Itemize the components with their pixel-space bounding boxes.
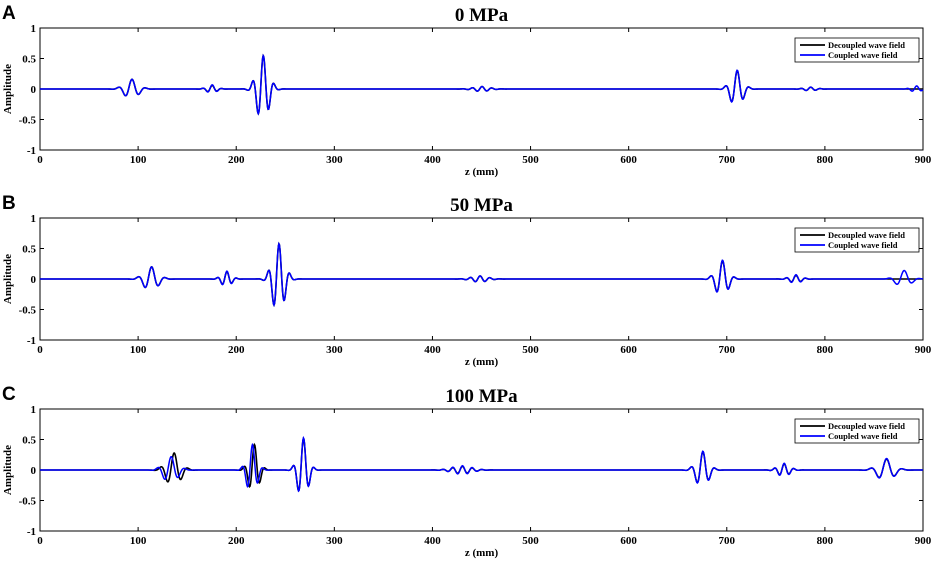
series-line-coupled xyxy=(40,53,924,116)
x-tick-label: 800 xyxy=(817,344,834,356)
x-tick-label: 300 xyxy=(326,154,343,166)
x-tick-label: 600 xyxy=(620,154,637,166)
panel-letter: B xyxy=(2,193,16,214)
x-tick-label: 600 xyxy=(620,535,637,547)
panel-letter: C xyxy=(2,384,16,405)
x-tick-label: 300 xyxy=(326,344,343,356)
x-tick-label: 0 xyxy=(37,344,43,356)
legend-label: Coupled wave field xyxy=(828,431,898,441)
y-axis-label: Amplitude xyxy=(2,64,14,114)
x-tick-label: 700 xyxy=(719,154,736,166)
x-tick-label: 800 xyxy=(817,154,834,166)
legend-label: Coupled wave field xyxy=(828,240,898,250)
x-tick-label: 600 xyxy=(620,344,637,356)
series-line-decoupled xyxy=(40,241,923,308)
x-axis-label: z (mm) xyxy=(465,547,499,559)
y-tick-label: 1 xyxy=(31,404,37,416)
legend-box xyxy=(794,227,920,253)
x-tick-label: 200 xyxy=(228,154,245,166)
x-tick-label: 300 xyxy=(326,535,343,547)
y-tick-label: 0.5 xyxy=(22,54,36,66)
x-tick-label: 400 xyxy=(424,344,441,356)
x-tick-label: 900 xyxy=(915,344,932,356)
y-axis-label: Amplitude xyxy=(2,254,14,304)
x-tick-label: 100 xyxy=(130,154,147,166)
y-tick-label: 1 xyxy=(31,213,37,225)
y-tick-label: 0 xyxy=(31,465,37,477)
legend-label: Decoupled wave field xyxy=(828,421,905,431)
y-tick-label: -1 xyxy=(27,526,36,538)
y-tick-label: -1 xyxy=(27,145,36,157)
y-tick-label: -0.5 xyxy=(19,305,37,317)
y-tick-label: -1 xyxy=(27,335,36,347)
x-axis-label: z (mm) xyxy=(465,166,499,178)
legend-label: Decoupled wave field xyxy=(828,230,905,240)
x-tick-label: 500 xyxy=(522,154,539,166)
y-tick-label: -0.5 xyxy=(19,115,37,127)
y-tick-label: -0.5 xyxy=(19,496,37,508)
x-tick-label: 0 xyxy=(37,154,43,166)
x-tick-label: 100 xyxy=(130,344,147,356)
x-tick-label: 100 xyxy=(130,535,147,547)
panel-title: 0 MPa xyxy=(455,5,509,26)
y-tick-label: 1 xyxy=(31,23,37,35)
x-tick-label: 200 xyxy=(228,344,245,356)
legend-label: Coupled wave field xyxy=(828,50,898,60)
x-tick-label: 700 xyxy=(719,344,736,356)
x-tick-label: 800 xyxy=(817,535,834,547)
x-tick-label: 200 xyxy=(228,535,245,547)
y-tick-label: 0.5 xyxy=(22,435,36,447)
x-tick-label: 400 xyxy=(424,154,441,166)
chart-panel-b: B 50 MPa 0 100 200 300 400 500 600 700 800 900 1 0.5 0… xyxy=(2,193,932,368)
y-tick-label: 0 xyxy=(31,84,37,96)
x-tick-label: 900 xyxy=(915,154,932,166)
y-tick-label: 0 xyxy=(31,274,37,286)
panel-letter: A xyxy=(2,3,16,24)
y-tick-label: 0.5 xyxy=(22,244,36,256)
x-axis-label: z (mm) xyxy=(465,356,499,368)
legend-box xyxy=(794,37,920,63)
x-tick-label: 500 xyxy=(522,535,539,547)
chart-panel-c: C 100 MPa 0 100 200 300 400 500 600 700 800 900 1 0.5… xyxy=(2,384,932,559)
series-line-coupled xyxy=(40,241,924,307)
panel-title: 50 MPa xyxy=(450,195,513,216)
series-line-decoupled xyxy=(40,436,923,493)
legend-label: Decoupled wave field xyxy=(828,40,905,50)
legend-box xyxy=(794,418,920,444)
series-line-decoupled xyxy=(40,53,923,116)
series-line-coupled xyxy=(40,435,923,493)
x-tick-label: 0 xyxy=(37,535,43,547)
x-tick-label: 700 xyxy=(719,535,736,547)
y-axis-label: Amplitude xyxy=(2,445,14,495)
panel-title: 100 MPa xyxy=(445,386,518,407)
x-tick-label: 500 xyxy=(522,344,539,356)
x-tick-label: 900 xyxy=(915,535,932,547)
x-tick-label: 400 xyxy=(424,535,441,547)
